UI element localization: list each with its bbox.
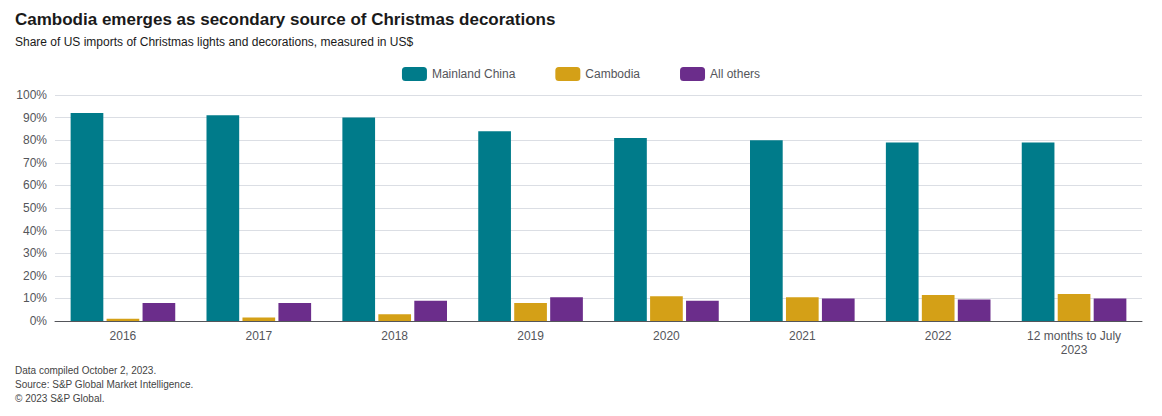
svg-text:2022: 2022 bbox=[925, 329, 952, 343]
svg-text:2018: 2018 bbox=[381, 329, 408, 343]
svg-text:90%: 90% bbox=[23, 111, 47, 125]
svg-text:© 2023 S&P Global.: © 2023 S&P Global. bbox=[15, 393, 104, 404]
svg-text:80%: 80% bbox=[23, 133, 47, 147]
svg-text:100%: 100% bbox=[16, 88, 47, 102]
svg-text:2023: 2023 bbox=[1061, 343, 1088, 357]
svg-text:Cambodia emerges as secondary: Cambodia emerges as secondary source of … bbox=[15, 10, 555, 29]
svg-text:50%: 50% bbox=[23, 201, 47, 215]
svg-text:30%: 30% bbox=[23, 246, 47, 260]
svg-text:Data compiled October 2, 2023.: Data compiled October 2, 2023. bbox=[15, 365, 156, 376]
svg-text:20%: 20% bbox=[23, 269, 47, 283]
svg-text:40%: 40% bbox=[23, 224, 47, 238]
svg-text:60%: 60% bbox=[23, 178, 47, 192]
svg-text:70%: 70% bbox=[23, 156, 47, 170]
svg-text:12 months to July: 12 months to July bbox=[1027, 329, 1121, 343]
svg-text:All others: All others bbox=[710, 67, 760, 81]
svg-text:2020: 2020 bbox=[653, 329, 680, 343]
svg-text:0%: 0% bbox=[30, 314, 48, 328]
svg-text:2019: 2019 bbox=[517, 329, 544, 343]
svg-text:2017: 2017 bbox=[245, 329, 272, 343]
svg-text:Share of US imports of Christm: Share of US imports of Christmas lights … bbox=[15, 35, 414, 49]
svg-text:10%: 10% bbox=[23, 291, 47, 305]
svg-text:Source: S&P Global Market Inte: Source: S&P Global Market Intelligence. bbox=[15, 379, 193, 390]
svg-text:2016: 2016 bbox=[110, 329, 137, 343]
svg-text:Cambodia: Cambodia bbox=[585, 67, 640, 81]
svg-text:Mainland China: Mainland China bbox=[432, 67, 516, 81]
svg-text:2021: 2021 bbox=[789, 329, 816, 343]
